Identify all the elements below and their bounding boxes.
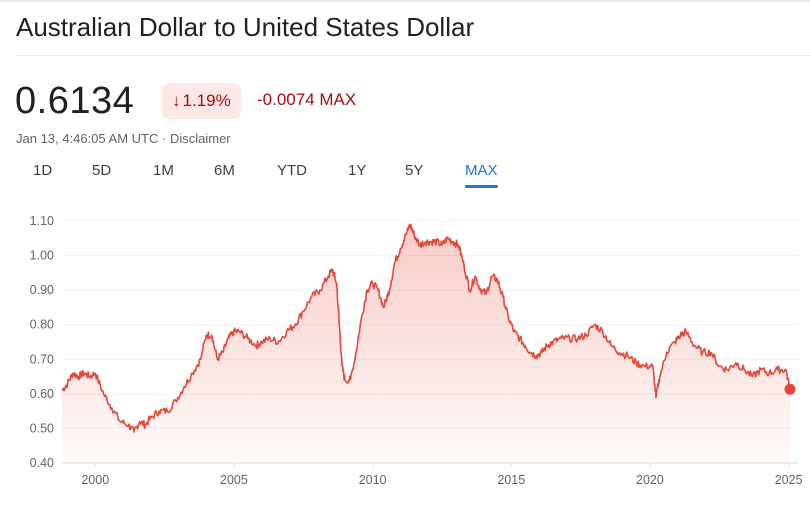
tab-6m[interactable]: 6M xyxy=(214,162,235,179)
price-chart[interactable]: 1.10 1.00 0.90 0.80 0.70 0.60 0.50 0.40 2000 2005… xyxy=(0,200,810,532)
tab-ytd[interactable]: YTD xyxy=(277,162,307,179)
change-percent-value: 1.19% xyxy=(182,91,231,110)
x-tick-label: 2015 xyxy=(497,473,525,487)
series-line xyxy=(61,223,791,433)
x-tick-label: 2025 xyxy=(775,473,803,487)
y-tick-label: 1.10 xyxy=(30,214,54,228)
last-point-marker xyxy=(784,383,796,395)
y-tick-label: 0.50 xyxy=(30,421,54,435)
y-tick-label: 0.40 xyxy=(30,456,54,470)
y-tick-label: 1.00 xyxy=(30,249,54,263)
range-tabs: 1D 5D 1M 6M YTD 1Y 5Y MAX xyxy=(0,162,810,192)
x-tick-label: 2020 xyxy=(636,473,664,487)
quote-timestamp: Jan 13, 4:46:05 AM UTC xyxy=(16,131,159,146)
page-title: Australian Dollar to United States Dolla… xyxy=(16,12,475,42)
change-absolute: -0.0074 MAX xyxy=(257,90,357,109)
change-percent-badge: ↓ 1.19% xyxy=(162,83,241,119)
y-tick-label: 0.70 xyxy=(30,352,54,366)
tab-5d[interactable]: 5D xyxy=(92,162,112,179)
disclaimer-link[interactable]: Disclaimer xyxy=(169,131,231,146)
tab-1m[interactable]: 1M xyxy=(153,162,174,179)
tab-max[interactable]: MAX xyxy=(465,162,498,188)
tab-active-underline xyxy=(465,185,498,188)
title-divider xyxy=(16,55,810,56)
y-tick-label: 0.60 xyxy=(30,387,54,401)
current-price: 0.6134 xyxy=(15,80,135,122)
tab-1d[interactable]: 1D xyxy=(33,162,53,179)
series-area xyxy=(62,224,790,463)
x-tick-label: 2010 xyxy=(359,473,387,487)
y-tick-label: 0.90 xyxy=(30,283,54,297)
tab-5y[interactable]: 5Y xyxy=(405,162,424,179)
arrow-down-icon: ↓ xyxy=(172,91,181,110)
y-tick-label: 0.80 xyxy=(30,318,54,332)
quote-meta: Jan 13, 4:46:05 AM UTC · Disclaimer xyxy=(16,131,231,146)
top-edge xyxy=(0,0,810,3)
x-tick-label: 2000 xyxy=(81,473,109,487)
meta-separator: · xyxy=(161,131,167,146)
tab-1y[interactable]: 1Y xyxy=(348,162,367,179)
x-tick-label: 2005 xyxy=(220,473,248,487)
